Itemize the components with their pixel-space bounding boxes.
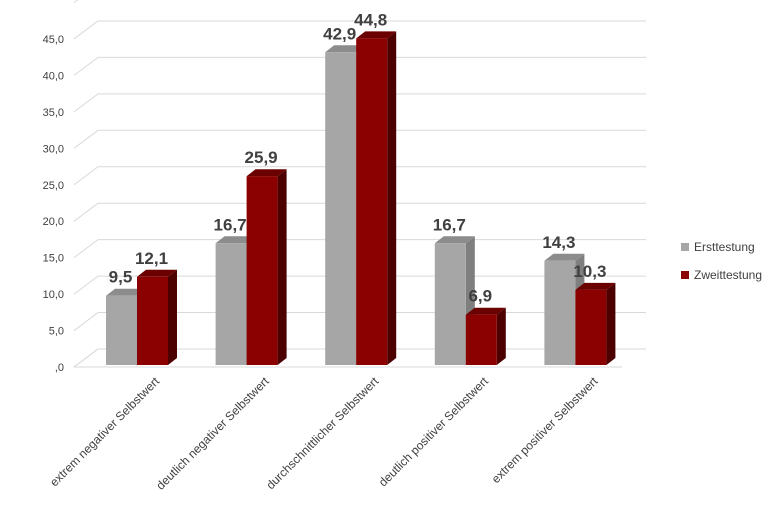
bar-front [544, 260, 576, 365]
gridline [73, 93, 646, 113]
legend-label: Ersttestung [694, 240, 755, 254]
bar-top [215, 236, 256, 244]
gridline [73, 202, 646, 222]
x-category-label: deutlich negativer Selbstwert [153, 374, 272, 493]
bar-top [434, 236, 475, 244]
y-axis: ,0 5,0 10,0 15,0 20,0 25,0 30,0 35,0 40,0 45,0 [43, 34, 64, 374]
bar-top [465, 307, 506, 315]
gridline [73, 0, 79, 3]
y-tick-label: 30,0 [43, 143, 64, 155]
data-label: 14,3 [542, 233, 575, 252]
y-tick-label: 45,0 [43, 34, 64, 46]
gridline [73, 129, 646, 149]
data-label: 9,5 [109, 268, 133, 287]
x-category-label: durchschnittlicher Selbstwert [263, 374, 381, 492]
legend-swatch [681, 243, 689, 251]
data-label: 16,7 [433, 215, 466, 234]
bar-top [137, 269, 177, 277]
legend: Ersttestung Zweittestung [681, 240, 762, 282]
y-tick-label: 5,0 [49, 326, 64, 338]
bar [434, 236, 475, 365]
x-category-label: extrem negativer Selbstwert [47, 374, 163, 490]
bar-top [575, 282, 616, 290]
y-tick-label: 15,0 [43, 253, 64, 265]
bar-side [387, 31, 397, 366]
bar-top [356, 31, 397, 39]
y-tick-label: 20,0 [43, 216, 64, 228]
gridline [73, 56, 646, 76]
legend-swatch [681, 271, 689, 279]
data-label: 12,1 [135, 249, 168, 268]
data-label: 25,9 [245, 148, 278, 167]
bar-side [168, 269, 177, 365]
bar-front [356, 38, 388, 366]
y-tick-label: 25,0 [43, 180, 64, 192]
data-label: 16,7 [214, 215, 247, 234]
legend-label: Zweittestung [694, 268, 762, 282]
bar-top [325, 45, 366, 53]
bar-top [246, 169, 287, 177]
data-label: 6,9 [468, 287, 492, 306]
bar [465, 307, 506, 365]
bar-top [106, 288, 146, 296]
bars [106, 31, 616, 366]
y-tick-label: ,0 [55, 362, 64, 374]
y-tick-label: 10,0 [43, 289, 64, 301]
gridlines [73, 0, 646, 368]
bar-side [496, 307, 506, 365]
bar-side [277, 169, 287, 365]
bar-side [606, 282, 616, 365]
bar-front [246, 176, 278, 365]
data-label: 10,3 [573, 262, 606, 281]
bar-front [106, 295, 137, 365]
bar-front [434, 243, 466, 365]
bar-front [137, 276, 168, 365]
bar-top [544, 253, 585, 261]
gridline [73, 166, 646, 186]
y-tick-label: 40,0 [43, 70, 64, 82]
bar [356, 31, 397, 366]
bar-front [215, 243, 247, 365]
bar-front [325, 52, 357, 365]
data-labels: 9,512,1 16,7 25,9 42,944,8 16,7 6,9 14,3 10,3 [109, 10, 607, 305]
bar-front [575, 289, 607, 365]
bar [137, 269, 177, 365]
x-category-label: deutlich positiver Selbstwert [376, 374, 492, 490]
data-label: 42,9 [323, 24, 356, 43]
x-category-label: extrem positiver Selbstwert [489, 374, 601, 486]
y-tick-label: 35,0 [43, 107, 64, 119]
bar [575, 282, 616, 365]
data-label: 44,8 [354, 10, 387, 29]
bar [246, 169, 287, 365]
gridline [73, 20, 646, 40]
bar-front [465, 314, 497, 365]
